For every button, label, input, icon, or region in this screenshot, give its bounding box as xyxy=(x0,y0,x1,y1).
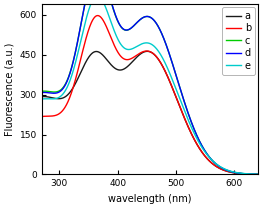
d xyxy=(51,92,54,94)
d xyxy=(250,173,253,175)
c xyxy=(51,91,54,93)
e xyxy=(250,173,253,175)
c xyxy=(210,159,214,161)
b xyxy=(210,162,214,165)
Y-axis label: Fluorescence (a.u.): Fluorescence (a.u.) xyxy=(4,43,14,136)
d xyxy=(140,17,143,20)
a xyxy=(250,173,253,175)
b xyxy=(145,50,149,52)
a xyxy=(146,50,149,53)
Line: d: d xyxy=(42,0,258,174)
b xyxy=(96,14,99,17)
Line: c: c xyxy=(42,0,258,174)
b xyxy=(51,115,54,117)
c xyxy=(140,17,143,20)
a xyxy=(256,173,259,176)
e xyxy=(256,173,259,176)
b xyxy=(140,51,143,54)
d xyxy=(256,173,259,176)
a xyxy=(40,95,43,98)
e xyxy=(40,98,43,100)
c xyxy=(250,173,253,175)
e xyxy=(210,159,214,161)
e xyxy=(145,42,149,44)
d xyxy=(145,15,149,18)
Line: a: a xyxy=(42,51,258,174)
Line: e: e xyxy=(42,0,258,174)
b xyxy=(250,173,253,175)
a xyxy=(140,52,143,55)
d xyxy=(210,159,214,161)
c xyxy=(256,173,259,176)
a xyxy=(145,50,149,53)
d xyxy=(40,91,43,94)
b xyxy=(256,173,259,176)
X-axis label: wavelength (nm): wavelength (nm) xyxy=(108,194,192,204)
Line: b: b xyxy=(42,16,258,174)
a xyxy=(210,162,214,165)
e xyxy=(140,43,143,45)
a xyxy=(51,97,54,99)
a xyxy=(250,173,253,175)
c xyxy=(250,173,253,175)
e xyxy=(250,173,253,175)
d xyxy=(250,173,253,175)
b xyxy=(250,173,253,175)
c xyxy=(40,90,43,93)
c xyxy=(145,15,149,18)
e xyxy=(51,98,54,100)
Legend: a, b, c, d, e: a, b, c, d, e xyxy=(222,7,255,75)
b xyxy=(40,115,43,118)
